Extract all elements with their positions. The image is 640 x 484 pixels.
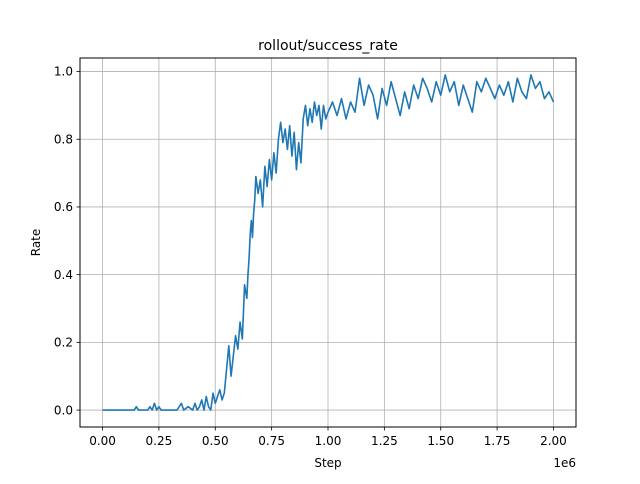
y-tick-label: 0.6 xyxy=(54,200,73,214)
y-axis-label: Rate xyxy=(29,229,43,257)
x-tick-label: 2.00 xyxy=(540,434,567,448)
y-tick-label: 0.2 xyxy=(54,336,73,350)
y-tick-label: 0.0 xyxy=(54,403,73,417)
x-tick-label: 1.00 xyxy=(315,434,342,448)
x-axis-ticks: 0.00 0.25 0.50 0.75 1.00 1.25 1.50 1.75 2.00 xyxy=(89,427,567,448)
y-axis-ticks: 0.0 0.2 0.4 0.6 0.8 1.0 xyxy=(54,65,80,417)
y-tick-label: 0.8 xyxy=(54,132,73,146)
grid-layer xyxy=(80,58,576,427)
x-tick-label: 0.25 xyxy=(146,434,173,448)
x-axis-label: Step xyxy=(314,456,341,470)
x-axis-offset-label: 1e6 xyxy=(553,456,576,470)
series-line-0 xyxy=(102,74,555,411)
chart-title: rollout/success_rate xyxy=(258,38,398,54)
line-layer xyxy=(102,74,555,411)
y-tick-label: 0.4 xyxy=(54,268,73,282)
x-tick-label: 1.75 xyxy=(484,434,511,448)
y-tick-label: 1.0 xyxy=(54,65,73,79)
x-tick-label: 0.75 xyxy=(258,434,285,448)
x-tick-label: 1.50 xyxy=(427,434,454,448)
x-tick-label: 0.00 xyxy=(89,434,116,448)
x-tick-label: 0.50 xyxy=(202,434,229,448)
x-tick-label: 1.25 xyxy=(371,434,398,448)
